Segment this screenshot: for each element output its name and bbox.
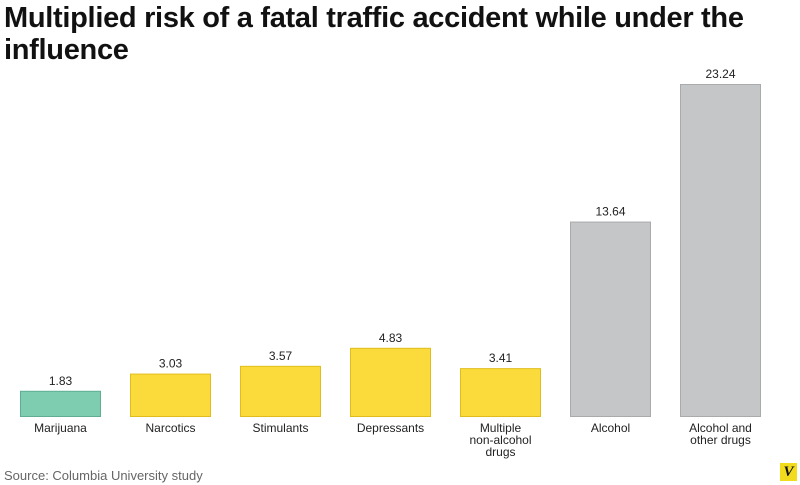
category-labels-group: Marijuana Narcotics Stimulants Depressants M… xyxy=(34,421,752,459)
value-label-narcotics: 3.03 xyxy=(159,357,183,371)
category-label-stimulants: Stimulants xyxy=(252,421,308,435)
bars-group xyxy=(20,84,761,418)
bar-multiple-non-alcohol-drugs xyxy=(460,368,541,417)
value-labels-group: 1.83 3.03 3.57 4.83 3.41 13.64 23.24 xyxy=(49,67,736,388)
bar-alcohol xyxy=(570,221,651,417)
category-label-line: Depressants xyxy=(357,421,424,435)
value-label-marijuana: 1.83 xyxy=(49,374,73,388)
value-label-multiple-non-alcohol-drugs: 3.41 xyxy=(489,351,513,365)
category-label-narcotics: Narcotics xyxy=(145,421,195,435)
category-label-line: other drugs xyxy=(690,433,751,447)
bar-narcotics xyxy=(130,373,211,417)
bar-alcohol-and-other-drugs xyxy=(680,84,761,417)
category-label-line: non-alcohol xyxy=(469,433,531,447)
category-label-line: Narcotics xyxy=(145,421,195,435)
chart-title: Multiplied risk of a fatal traffic accid… xyxy=(4,2,744,66)
bar-marijuana xyxy=(20,390,101,418)
bar-depressants xyxy=(350,347,431,418)
category-label-alcohol: Alcohol xyxy=(591,421,630,435)
category-label-line: drugs xyxy=(485,445,515,459)
category-label-depressants: Depressants xyxy=(357,421,424,435)
category-label-line: Alcohol and xyxy=(689,421,752,435)
source-note: Source: Columbia University study xyxy=(4,468,203,483)
category-label-line: Alcohol xyxy=(591,421,630,435)
value-label-alcohol-and-other-drugs: 23.24 xyxy=(705,67,735,81)
vox-logo-icon: V xyxy=(780,463,797,481)
category-label-line: Stimulants xyxy=(252,421,308,435)
value-label-depressants: 4.83 xyxy=(379,331,403,345)
category-label-line: Marijuana xyxy=(34,421,87,435)
category-label-marijuana: Marijuana xyxy=(34,421,87,435)
category-label-alcohol-and-other-drugs: Alcohol and other drugs xyxy=(689,421,752,447)
value-label-alcohol: 13.64 xyxy=(595,205,625,219)
value-label-stimulants: 3.57 xyxy=(269,349,293,363)
category-label-multiple-non-alcohol-drugs: Multiple non-alcohol drugs xyxy=(469,421,531,459)
category-label-line: Multiple xyxy=(480,421,522,435)
bar-stimulants xyxy=(240,365,321,417)
